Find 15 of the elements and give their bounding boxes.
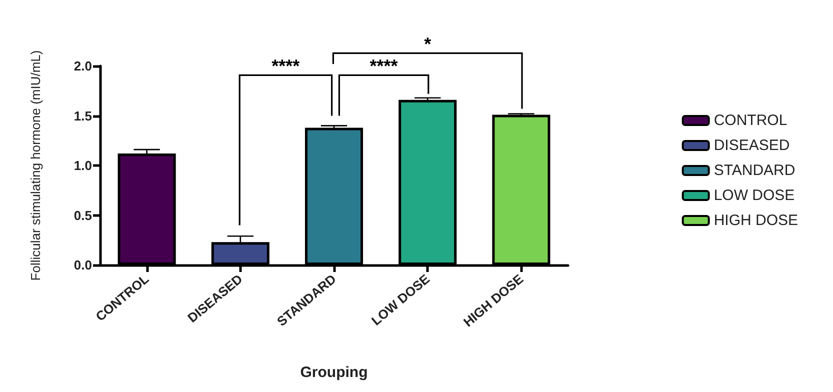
y-tick-label: 1.5 — [74, 108, 92, 124]
legend-label: LOW DOSE — [714, 187, 795, 204]
legend-label: STANDARD — [714, 162, 796, 179]
x-axis-title: Grouping — [300, 364, 368, 381]
annotation: **** — [370, 56, 398, 76]
legend-label: HIGH DOSE — [714, 212, 798, 229]
y-axis-title: Follicular stimulating hormone (mIU/mL) — [28, 50, 43, 281]
y-tick-label: 0.5 — [74, 208, 92, 223]
y-tick-label: 2.0 — [74, 58, 92, 74]
y-tick-label: 0.0 — [74, 258, 92, 272]
annotation: **** — [272, 56, 300, 76]
y-tick-label: 1.0 — [74, 158, 92, 173]
legend-label: CONTROL — [714, 112, 788, 129]
text: * — [424, 34, 432, 54]
legend-label: DISEASED — [714, 137, 790, 154]
